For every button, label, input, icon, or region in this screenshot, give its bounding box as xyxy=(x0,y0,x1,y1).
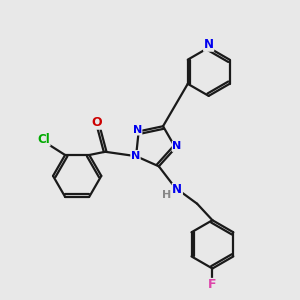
Text: N: N xyxy=(172,141,182,151)
Text: N: N xyxy=(131,151,140,160)
Text: F: F xyxy=(208,278,217,292)
Text: Cl: Cl xyxy=(37,133,50,146)
Text: N: N xyxy=(172,183,182,196)
Text: N: N xyxy=(133,125,142,135)
Text: O: O xyxy=(91,116,102,129)
Text: N: N xyxy=(204,38,214,51)
Text: H: H xyxy=(162,190,171,200)
